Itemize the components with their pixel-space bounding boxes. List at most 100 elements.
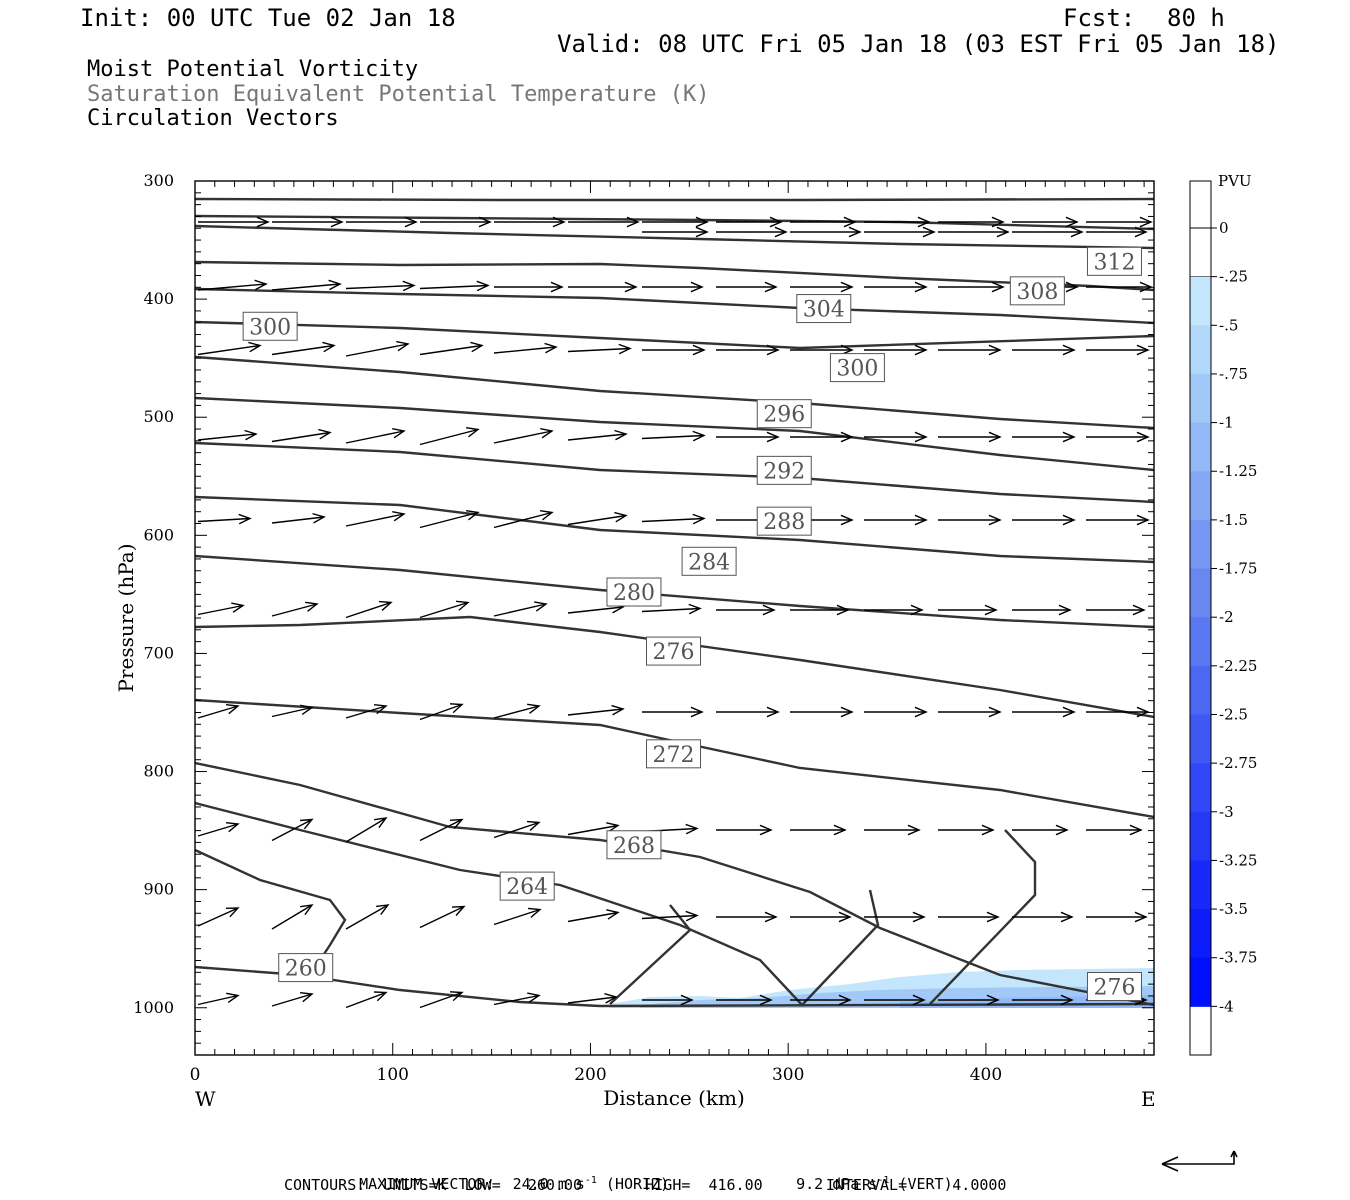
- y-tick-label: 700: [143, 643, 174, 662]
- contour-line: [195, 320, 1154, 350]
- wind-vector: [1012, 431, 1076, 443]
- svg-text:260: 260: [285, 957, 327, 982]
- wind-vector: [1086, 824, 1143, 836]
- wind-vector: [419, 427, 480, 446]
- wind-vector: [642, 226, 709, 238]
- contour-label: 284: [681, 546, 737, 576]
- y-tick-label: 400: [143, 289, 174, 308]
- wind-vector: [271, 341, 336, 356]
- forecast-label: Fcst:: [1063, 4, 1136, 32]
- contour-line: [195, 848, 347, 961]
- y-axis-title: Pressure (hPa): [114, 544, 138, 693]
- y-tick-label: 900: [143, 880, 174, 899]
- contour-label: 308: [1009, 276, 1065, 306]
- wind-vector: [197, 602, 245, 616]
- west-label: W: [195, 1087, 216, 1111]
- colorbar-swatch: [1189, 227, 1212, 278]
- x-axis-title: Distance (km): [603, 1086, 745, 1110]
- svg-text:292: 292: [763, 459, 805, 484]
- wind-vector: [641, 910, 699, 922]
- wind-vector: [716, 604, 776, 616]
- east-label: E: [1141, 1087, 1156, 1111]
- colorbar-label: -2.25: [1219, 657, 1257, 675]
- contour-line: [195, 761, 1154, 1007]
- wind-vector: [864, 514, 928, 526]
- field-title-thetae: Saturation Equivalent Potential Temperat…: [87, 82, 710, 107]
- contour-line: [802, 889, 880, 1005]
- contour-label: 312: [1086, 246, 1142, 276]
- wind-vector: [642, 706, 704, 718]
- wind-vector: [346, 216, 418, 228]
- contour-line: [195, 396, 1154, 472]
- wind-vector: [1012, 604, 1072, 616]
- tick-marks: [194, 180, 1154, 1056]
- wind-vector: [1012, 216, 1079, 228]
- wind-vector: [790, 431, 854, 443]
- wind-vector: [198, 216, 270, 228]
- colorbar-swatch: [1190, 373, 1211, 424]
- colorbar-label: -.5: [1219, 316, 1238, 334]
- max-vector-vert-tag: (VERT): [889, 1175, 953, 1193]
- wind-vector: [642, 216, 709, 228]
- wind-vector: [345, 280, 416, 292]
- colorbar-label: -3.25: [1219, 851, 1257, 869]
- wind-vector: [345, 600, 393, 619]
- wind-vector: [271, 818, 314, 842]
- svg-text:264: 264: [506, 875, 548, 900]
- contour-line: [195, 197, 1154, 202]
- svg-text:300: 300: [836, 357, 878, 382]
- colorbar-swatch: [1190, 957, 1211, 1007]
- colorbar-swatch: [1190, 325, 1211, 375]
- wind-vector: [938, 824, 995, 836]
- colorbar-swatch: [1190, 519, 1211, 570]
- wind-vector: [938, 226, 1010, 238]
- contour-label: 300: [242, 311, 298, 341]
- y-tick-label: 500: [143, 407, 174, 426]
- wind-vector: [271, 428, 332, 443]
- wind-vector: [197, 429, 258, 441]
- colorbar-label: -.75: [1219, 365, 1248, 383]
- wind-vector: [271, 279, 342, 291]
- wind-vector: [864, 994, 926, 1006]
- wind-vector: [716, 281, 778, 293]
- wind-vector: [1012, 824, 1069, 836]
- colorbar-swatch: [1190, 665, 1211, 715]
- wind-vector: [864, 344, 928, 356]
- wind-vector: [419, 905, 466, 929]
- contour-line: [195, 495, 1154, 564]
- wind-vector: [716, 216, 783, 228]
- theta-e-contours: [195, 197, 1154, 1008]
- wind-vector: [1086, 911, 1148, 923]
- wind-vector: [493, 820, 541, 839]
- contour-line: [195, 260, 1154, 292]
- wind-vector: [419, 600, 470, 619]
- svg-text:272: 272: [653, 743, 695, 768]
- wind-vector: [197, 822, 240, 837]
- unit-exponent: -1: [877, 1175, 890, 1186]
- colorbar-label: -1: [1219, 414, 1234, 432]
- contour-label: 296: [756, 399, 812, 429]
- colorbar-swatch: [1190, 471, 1211, 521]
- colorbar-label: -2.75: [1219, 754, 1257, 772]
- wind-vector: [568, 216, 640, 228]
- wind-vector: [197, 279, 268, 291]
- contour-labels: 312 308 304 300 300 296 292 288 284 280 276 272 268 2…: [242, 246, 1142, 1001]
- colorbar-label: -3.5: [1219, 900, 1248, 918]
- wind-vector: [1012, 706, 1076, 718]
- colorbar-label: -3: [1219, 803, 1234, 821]
- wind-vector: [197, 992, 240, 1006]
- colorbar-swatch: [1189, 180, 1212, 229]
- wind-vector: [345, 817, 388, 843]
- wind-vector: [345, 427, 406, 444]
- wind-vector: [271, 601, 319, 617]
- contour-line: [195, 615, 1154, 719]
- wind-vector: [345, 510, 406, 527]
- contour-label: 260: [278, 953, 334, 983]
- wind-vector: [790, 281, 854, 293]
- colorbar-label: -4: [1219, 997, 1234, 1015]
- wind-vector: [790, 216, 857, 228]
- y-tick-label: 300: [143, 171, 174, 190]
- wind-vector: [271, 512, 326, 524]
- colorbar-label: 0: [1219, 219, 1229, 237]
